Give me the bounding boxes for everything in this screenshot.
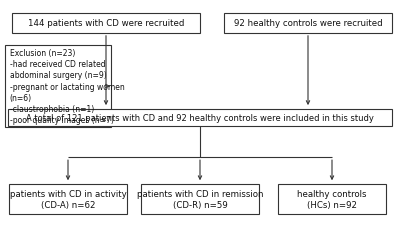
FancyBboxPatch shape bbox=[12, 14, 200, 34]
FancyBboxPatch shape bbox=[9, 184, 127, 214]
FancyBboxPatch shape bbox=[224, 14, 392, 34]
Text: 92 healthy controls were recruited: 92 healthy controls were recruited bbox=[234, 19, 382, 28]
Text: patients with CD in activity
(CD-A) n=62: patients with CD in activity (CD-A) n=62 bbox=[10, 189, 126, 209]
Text: Exclusion (n=23)
-had received CD related
abdominal surgery (n=9)
-pregnant or l: Exclusion (n=23) -had received CD relate… bbox=[10, 49, 124, 124]
FancyBboxPatch shape bbox=[8, 110, 392, 126]
FancyBboxPatch shape bbox=[278, 184, 386, 214]
Text: 144 patients with CD were recruited: 144 patients with CD were recruited bbox=[28, 19, 184, 28]
FancyBboxPatch shape bbox=[141, 184, 259, 214]
Text: patients with CD in remission
(CD-R) n=59: patients with CD in remission (CD-R) n=5… bbox=[137, 189, 263, 209]
FancyBboxPatch shape bbox=[5, 46, 111, 127]
Text: healthy controls
(HCs) n=92: healthy controls (HCs) n=92 bbox=[297, 189, 367, 209]
Text: A total of 121 patients with CD and 92 healthy controls were included in this st: A total of 121 patients with CD and 92 h… bbox=[26, 114, 374, 123]
